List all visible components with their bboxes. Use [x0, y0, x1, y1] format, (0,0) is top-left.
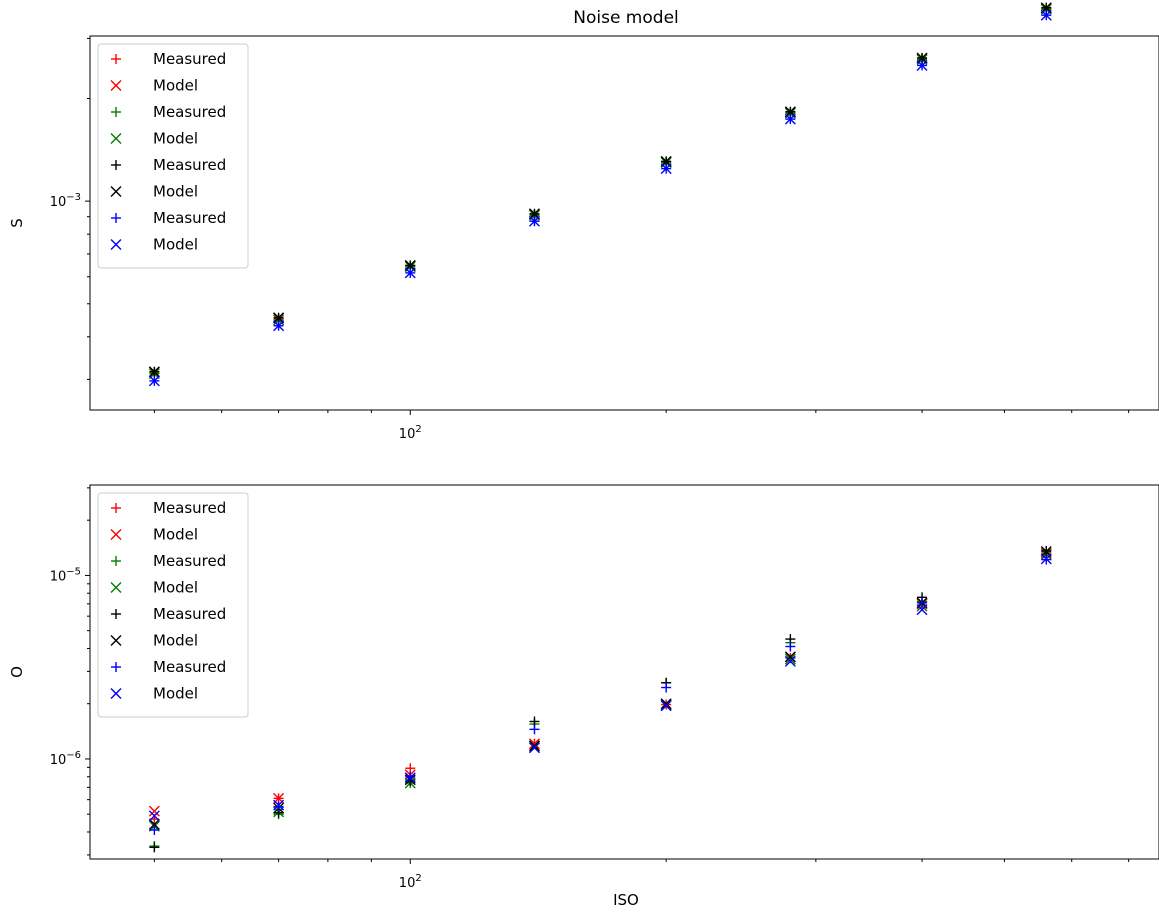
o-measured-point: [149, 825, 160, 836]
o-legend-label: Measured: [153, 499, 226, 517]
s-legend: Measured Model Measured Model Measured Model M…: [97, 43, 249, 269]
o-legend-marker: [110, 688, 122, 699]
o-measured-point: [785, 641, 796, 652]
figure-title: Noise model: [573, 8, 679, 28]
s-legend-marker: [111, 107, 121, 117]
o-measured-point: [405, 771, 416, 782]
s-legend-marker: [110, 80, 122, 91]
o-model-point: [148, 810, 160, 822]
s-ticks: 102 10−3: [50, 37, 1130, 442]
o-legend-label: Model: [153, 685, 198, 703]
s-model-point: [273, 312, 285, 324]
o-legend-marker: [111, 503, 121, 513]
o-plot-frame: [89, 484, 1159, 860]
s-legend-marker: [111, 54, 121, 64]
o-legend: Measured Model Measured Model Measured Model M…: [97, 492, 249, 718]
o-y-tick-label: 10−5: [50, 566, 81, 584]
s-model-point: [148, 366, 160, 378]
o-model-point: [148, 805, 160, 817]
s-y-tick-label: 10−3: [50, 192, 81, 210]
o-legend-label: Measured: [153, 552, 226, 570]
o-model-point: [273, 799, 285, 811]
s-legend-label: Measured: [153, 156, 226, 174]
s-legend-label: Measured: [153, 209, 226, 227]
s-model-point: [1040, 9, 1052, 21]
o-legend-marker: [111, 609, 121, 619]
s-model-point: [404, 267, 416, 279]
s-legend-marker: [111, 213, 121, 223]
o-model-point: [148, 818, 160, 830]
s-legend-label: Model: [153, 77, 198, 95]
s-model-point: [916, 59, 928, 71]
x-axis-label: ISO: [613, 891, 639, 909]
o-model-point: [660, 700, 672, 712]
o-ticks: 102 10−6 10−5: [50, 487, 1130, 891]
o-legend-label: Model: [153, 526, 198, 544]
o-legend-label: Measured: [153, 658, 226, 676]
s-legend-label: Measured: [153, 103, 226, 121]
s-legend-marker: [111, 160, 121, 170]
s-y-axis-label: S: [8, 218, 26, 228]
o-model-point: [528, 740, 540, 752]
o-measured-point: [405, 763, 416, 774]
o-legend-marker: [110, 529, 122, 540]
s-plot-frame: [89, 35, 1159, 411]
s-model-point: [273, 320, 285, 332]
o-model-point: [404, 772, 416, 784]
o-model-point: [528, 742, 540, 754]
o-measured-point: [661, 682, 672, 693]
s-model-point: [528, 215, 540, 227]
s-legend-label: Model: [153, 130, 198, 148]
o-y-tick-label: 10−6: [50, 750, 81, 768]
o-legend-marker: [111, 556, 121, 566]
s-data-points: [148, 2, 1052, 387]
o-legend-label: Measured: [153, 605, 226, 623]
s-model-point: [660, 163, 672, 175]
s-legend-box: [97, 43, 249, 269]
o-legend-label: Model: [153, 579, 198, 597]
s-model-point: [784, 113, 796, 125]
s-legend-marker: [110, 133, 122, 144]
o-legend-marker: [110, 582, 122, 593]
o-model-point: [784, 651, 796, 663]
o-model-point: [916, 604, 928, 616]
o-y-axis-label: O: [8, 666, 26, 678]
o-model-point: [660, 698, 672, 710]
o-measured-point: [149, 842, 160, 853]
o-x-tick-label: 102: [399, 873, 422, 891]
s-legend-label: Model: [153, 183, 198, 201]
s-legend-label: Model: [153, 236, 198, 254]
o-legend-marker: [110, 635, 122, 646]
o-model-point: [1040, 553, 1052, 565]
o-data-points: [148, 545, 1052, 853]
o-legend-label: Model: [153, 632, 198, 650]
s-legend-label: Measured: [153, 50, 226, 68]
o-measured-point: [273, 801, 284, 812]
s-legend-marker: [110, 239, 122, 250]
o-model-point: [784, 653, 796, 665]
s-x-tick-label: 102: [399, 424, 422, 442]
o-model-point: [784, 655, 796, 667]
o-model-point: [528, 738, 540, 750]
o-legend-box: [97, 492, 249, 718]
o-measured-point: [917, 597, 928, 608]
o-legend-marker: [111, 662, 121, 672]
s-model-point: [148, 375, 160, 387]
s-legend-marker: [110, 186, 122, 197]
o-measured-point: [529, 724, 540, 735]
